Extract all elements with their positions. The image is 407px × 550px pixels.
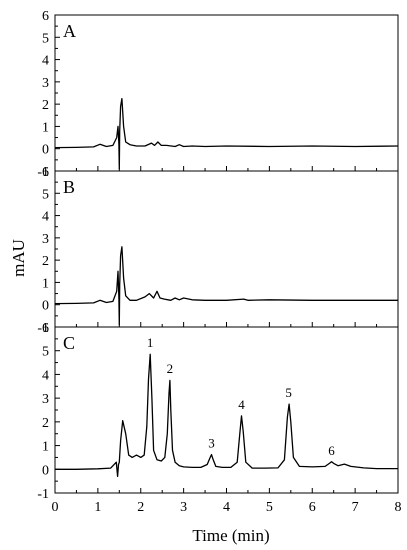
panel-frame xyxy=(54,170,399,328)
y-tick-label: 1 xyxy=(42,440,49,455)
y-axis-label: mAU xyxy=(9,239,28,277)
y-tick-label: 3 xyxy=(42,232,49,247)
panel-label: A xyxy=(63,21,76,41)
peak-label-2: 2 xyxy=(167,361,174,376)
y-tick-label: 5 xyxy=(42,31,49,46)
x-axis-label: Time (min) xyxy=(192,526,269,545)
x-tick-label: 3 xyxy=(180,500,187,515)
panel-label: C xyxy=(63,333,75,353)
y-tick-label: 1 xyxy=(42,120,49,135)
y-tick-label: -1 xyxy=(37,165,49,180)
y-tick-label: 4 xyxy=(42,54,49,69)
y-tick-label: 6 xyxy=(42,165,49,180)
y-tick-label: 3 xyxy=(42,76,49,91)
y-tick-label: 0 xyxy=(42,463,49,478)
x-tick-label: 5 xyxy=(266,500,273,515)
x-tick-label: 4 xyxy=(223,500,230,515)
y-tick-label: 3 xyxy=(42,392,49,407)
peak-label-4: 4 xyxy=(238,397,245,412)
x-tick-label: 1 xyxy=(94,500,101,515)
y-tick-label: 2 xyxy=(42,416,49,431)
y-tick-label: 5 xyxy=(42,345,49,360)
y-tick-label: -1 xyxy=(37,321,49,336)
x-tick-label: 2 xyxy=(137,500,144,515)
panel-frame xyxy=(54,14,399,172)
series-line xyxy=(54,97,399,170)
x-tick-label: 6 xyxy=(309,500,316,515)
y-tick-label: 1 xyxy=(42,276,49,291)
y-tick-label: 6 xyxy=(42,9,49,24)
y-tick-label: 2 xyxy=(42,254,49,269)
peak-label-5: 5 xyxy=(285,385,292,400)
y-tick-label: 4 xyxy=(42,210,49,225)
panel-label: B xyxy=(63,177,75,197)
y-tick-label: 4 xyxy=(42,368,49,383)
peak-label-1: 1 xyxy=(147,335,154,350)
x-tick-label: 7 xyxy=(352,500,359,515)
x-tick-label: 0 xyxy=(52,500,59,515)
x-tick-label: 8 xyxy=(395,500,402,515)
peak-label-3: 3 xyxy=(208,435,215,450)
y-tick-label: 0 xyxy=(42,299,49,314)
y-tick-label: 2 xyxy=(42,98,49,113)
y-tick-label: 5 xyxy=(42,187,49,202)
y-tick-label: 6 xyxy=(42,321,49,336)
series-line xyxy=(55,353,398,478)
peak-label-6: 6 xyxy=(328,443,335,458)
y-tick-label: 0 xyxy=(42,143,49,158)
y-tick-label: -1 xyxy=(37,487,49,502)
series-line xyxy=(54,246,398,326)
x-axis-ticks: 0 1 2 3 4 5 6 7 8 xyxy=(52,500,402,515)
